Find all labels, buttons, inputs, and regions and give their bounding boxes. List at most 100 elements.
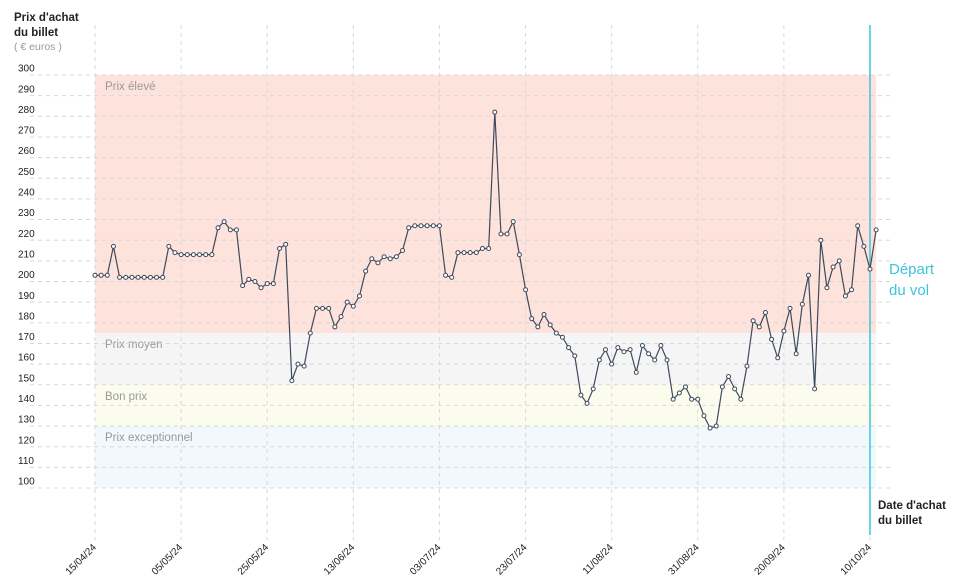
price-point xyxy=(541,312,547,318)
price-point xyxy=(430,223,436,229)
price-point xyxy=(498,231,504,237)
price-point xyxy=(289,378,295,384)
price-point xyxy=(633,369,639,375)
x-tick-label: 10/10/24 xyxy=(839,542,875,578)
price-point xyxy=(363,268,369,274)
price-point xyxy=(166,243,172,249)
price-point xyxy=(670,396,676,402)
price-point xyxy=(793,351,799,357)
price-point xyxy=(726,373,732,379)
price-point xyxy=(719,384,725,390)
y-title: Prix d'achat xyxy=(14,12,79,24)
price-point xyxy=(110,243,116,249)
price-point xyxy=(762,309,768,315)
price-point xyxy=(92,272,98,278)
price-point xyxy=(750,318,756,324)
price-band xyxy=(95,333,877,385)
band-label: Prix exceptionnel xyxy=(105,432,193,444)
price-point xyxy=(812,386,818,392)
y-tick-label: 280 xyxy=(18,105,35,116)
x-tick-label: 25/05/24 xyxy=(236,542,272,578)
price-point xyxy=(787,305,793,311)
y-tick-label: 140 xyxy=(18,394,35,405)
price-point xyxy=(197,252,203,258)
price-point xyxy=(584,400,590,406)
price-point xyxy=(603,347,609,353)
price-point xyxy=(209,252,215,258)
price-point xyxy=(639,343,645,349)
x-tick-label: 20/09/24 xyxy=(753,542,789,578)
price-point xyxy=(369,256,375,262)
price-point xyxy=(356,293,362,299)
price-point xyxy=(295,361,301,367)
price-point xyxy=(461,250,467,256)
price-point xyxy=(400,248,406,254)
y-tick-label: 300 xyxy=(18,64,35,75)
price-point xyxy=(756,324,762,330)
price-point xyxy=(184,252,190,258)
price-point xyxy=(418,223,424,229)
price-point xyxy=(436,223,442,229)
price-point xyxy=(203,252,209,258)
price-point xyxy=(123,274,129,280)
price-point xyxy=(701,413,707,419)
price-point xyxy=(744,363,750,369)
price-point xyxy=(258,285,264,291)
price-point xyxy=(504,231,510,237)
price-point xyxy=(805,272,811,278)
price-point xyxy=(320,305,326,311)
y-tick-label: 160 xyxy=(18,353,35,364)
price-point xyxy=(492,109,498,115)
departure-label: Départ xyxy=(889,261,935,278)
y-tick-label: 210 xyxy=(18,249,35,260)
y-tick-label: 150 xyxy=(18,373,35,384)
price-point xyxy=(467,250,473,256)
price-point xyxy=(775,355,781,361)
price-point xyxy=(473,250,479,256)
price-point xyxy=(578,392,584,398)
price-point xyxy=(516,252,522,258)
band-label: Bon prix xyxy=(105,391,147,403)
y-tick-label: 250 xyxy=(18,167,35,178)
price-point xyxy=(559,334,565,340)
y-tick-label: 130 xyxy=(18,415,35,426)
price-point xyxy=(621,349,627,355)
y-unit: ( € euros ) xyxy=(14,41,62,53)
band-label: Prix élevé xyxy=(105,81,156,93)
price-point xyxy=(178,252,184,258)
price-point xyxy=(246,276,252,282)
price-point xyxy=(818,237,824,243)
price-point xyxy=(412,223,418,229)
price-point xyxy=(738,396,744,402)
y-tick-label: 100 xyxy=(18,477,35,488)
price-point xyxy=(129,274,135,280)
price-point xyxy=(172,250,178,256)
price-point xyxy=(154,274,160,280)
price-point xyxy=(849,287,855,293)
price-point xyxy=(523,287,529,293)
price-point xyxy=(350,303,356,309)
price-point xyxy=(344,299,350,305)
price-point xyxy=(117,274,123,280)
y-tick-label: 240 xyxy=(18,188,35,199)
price-point xyxy=(781,328,787,334)
price-point xyxy=(836,258,842,264)
price-point xyxy=(596,357,602,363)
price-point xyxy=(830,264,836,270)
price-point xyxy=(713,423,719,429)
x-tick-label: 03/07/24 xyxy=(408,542,444,578)
price-point xyxy=(769,336,775,342)
x-tick-label: 11/08/24 xyxy=(581,542,616,577)
price-point xyxy=(566,345,572,351)
price-point xyxy=(867,266,873,272)
price-band xyxy=(95,426,877,488)
price-point xyxy=(147,274,153,280)
price-point xyxy=(732,386,738,392)
price-point xyxy=(590,386,596,392)
price-point xyxy=(252,279,258,284)
price-point xyxy=(572,353,578,359)
price-point xyxy=(529,316,535,322)
x-tick-label: 23/07/24 xyxy=(494,542,530,578)
price-point xyxy=(190,252,196,258)
